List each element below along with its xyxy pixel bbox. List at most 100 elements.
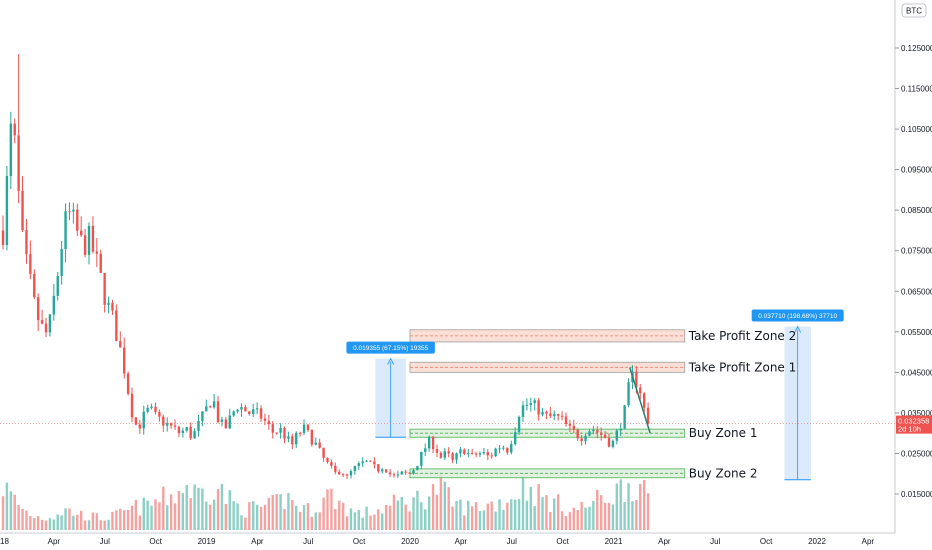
- volume-bar: [87, 520, 91, 530]
- candle-body: [17, 135, 20, 191]
- candle-body: [435, 449, 439, 453]
- volume-bar: [68, 508, 71, 530]
- volume-bar: [111, 511, 114, 530]
- candle-body: [607, 438, 611, 447]
- volume-bar: [236, 503, 239, 530]
- volume-bar: [76, 514, 79, 530]
- volume-bar: [338, 500, 341, 530]
- volume-bar: [60, 515, 63, 530]
- candle-body: [615, 430, 619, 441]
- volume-bar: [166, 505, 169, 530]
- volume-bar: [635, 499, 638, 530]
- time-axis[interactable]: 18 Apr Jul Oct 2019 Apr Jul Oct 2020 Apr Jul Oct 202…: [0, 537, 874, 546]
- volume-bars: [1, 473, 650, 530]
- volume-bar: [169, 494, 173, 530]
- candle-body: [334, 465, 337, 472]
- candle-body: [623, 405, 626, 429]
- volume-bar: [341, 502, 345, 530]
- volume-bar: [40, 519, 44, 530]
- candle-body: [384, 469, 388, 473]
- candle-body: [33, 273, 36, 298]
- candle-body: [318, 442, 321, 448]
- candle-body: [209, 406, 212, 408]
- price-axis[interactable]: 0.125000 0.115000 0.105000 0.095000 0.085000…: [895, 44, 932, 499]
- candle-body: [365, 460, 368, 462]
- candle-body: [560, 415, 564, 417]
- candle-body: [345, 474, 349, 476]
- x-tick-label: 2019: [198, 537, 216, 546]
- x-tick-label: Apr: [658, 537, 671, 546]
- candle-body: [220, 419, 224, 422]
- y-tick-label: 0.065000: [901, 287, 932, 296]
- candle-body: [197, 421, 200, 431]
- candle-body: [76, 209, 79, 231]
- volume-bar: [224, 503, 228, 530]
- volume-bar: [568, 512, 572, 530]
- candle-body: [400, 471, 403, 475]
- volume-bar: [255, 504, 259, 530]
- volume-bar: [513, 499, 517, 530]
- candle-body: [521, 405, 525, 417]
- volume-bar: [490, 501, 493, 530]
- candle-body: [150, 406, 153, 408]
- volume-bar: [365, 506, 368, 530]
- candle-body: [5, 176, 9, 246]
- candle-body: [107, 302, 110, 305]
- volume-bar: [181, 493, 185, 530]
- volume-bar: [306, 503, 310, 530]
- volume-bar: [537, 484, 540, 530]
- volume-bar: [103, 520, 106, 530]
- candle-body: [201, 411, 204, 422]
- volume-bar: [17, 505, 20, 530]
- y-tick-label: 0.115000: [901, 85, 932, 94]
- candle-body: [556, 414, 560, 416]
- x-tick-label: Oct: [353, 537, 366, 546]
- volume-bar: [162, 486, 165, 530]
- volume-bar: [115, 510, 118, 530]
- candle-body: [420, 451, 423, 467]
- candle-body: [592, 430, 595, 432]
- currency-badge[interactable]: BTC: [901, 3, 927, 18]
- candle-body: [1, 230, 5, 246]
- volume-bar: [52, 519, 56, 530]
- candle-body: [162, 416, 165, 426]
- candle-body: [298, 432, 302, 434]
- candle-body: [424, 448, 427, 452]
- volume-bar: [79, 510, 83, 530]
- candle-body: [498, 448, 501, 450]
- candle-body: [248, 411, 251, 415]
- candle-body: [302, 424, 306, 433]
- volume-bar: [150, 505, 153, 530]
- candle-body: [502, 447, 505, 449]
- volume-bar: [420, 502, 423, 530]
- volume-bar: [1, 496, 5, 530]
- candle-body: [412, 470, 415, 474]
- candle-body: [134, 417, 138, 425]
- volume-bar: [21, 508, 24, 530]
- volume-bar: [197, 487, 200, 530]
- volume-bar: [502, 509, 505, 530]
- candle-body: [568, 423, 572, 426]
- volume-bar: [310, 516, 314, 530]
- y-tick-label: 0.075000: [901, 247, 932, 256]
- volume-bar: [545, 495, 548, 530]
- grid: [0, 0, 896, 534]
- volume-bar: [263, 504, 267, 530]
- candle-body: [639, 387, 642, 394]
- candle-body: [506, 447, 509, 453]
- candle-body: [29, 254, 32, 274]
- currency-badge-label: BTC: [906, 7, 922, 16]
- volume-bar: [525, 500, 529, 530]
- volume-bar: [451, 506, 454, 530]
- measure-label-box: [346, 341, 435, 354]
- candle-body: [513, 432, 517, 445]
- volume-bar: [521, 476, 525, 530]
- volume-bar: [271, 495, 274, 530]
- volume-bar: [209, 504, 212, 530]
- candle-body: [255, 408, 259, 410]
- candle-body: [494, 448, 497, 457]
- candle-body: [263, 418, 267, 421]
- y-tick-label: 0.095000: [901, 166, 932, 175]
- candle-body: [236, 409, 239, 412]
